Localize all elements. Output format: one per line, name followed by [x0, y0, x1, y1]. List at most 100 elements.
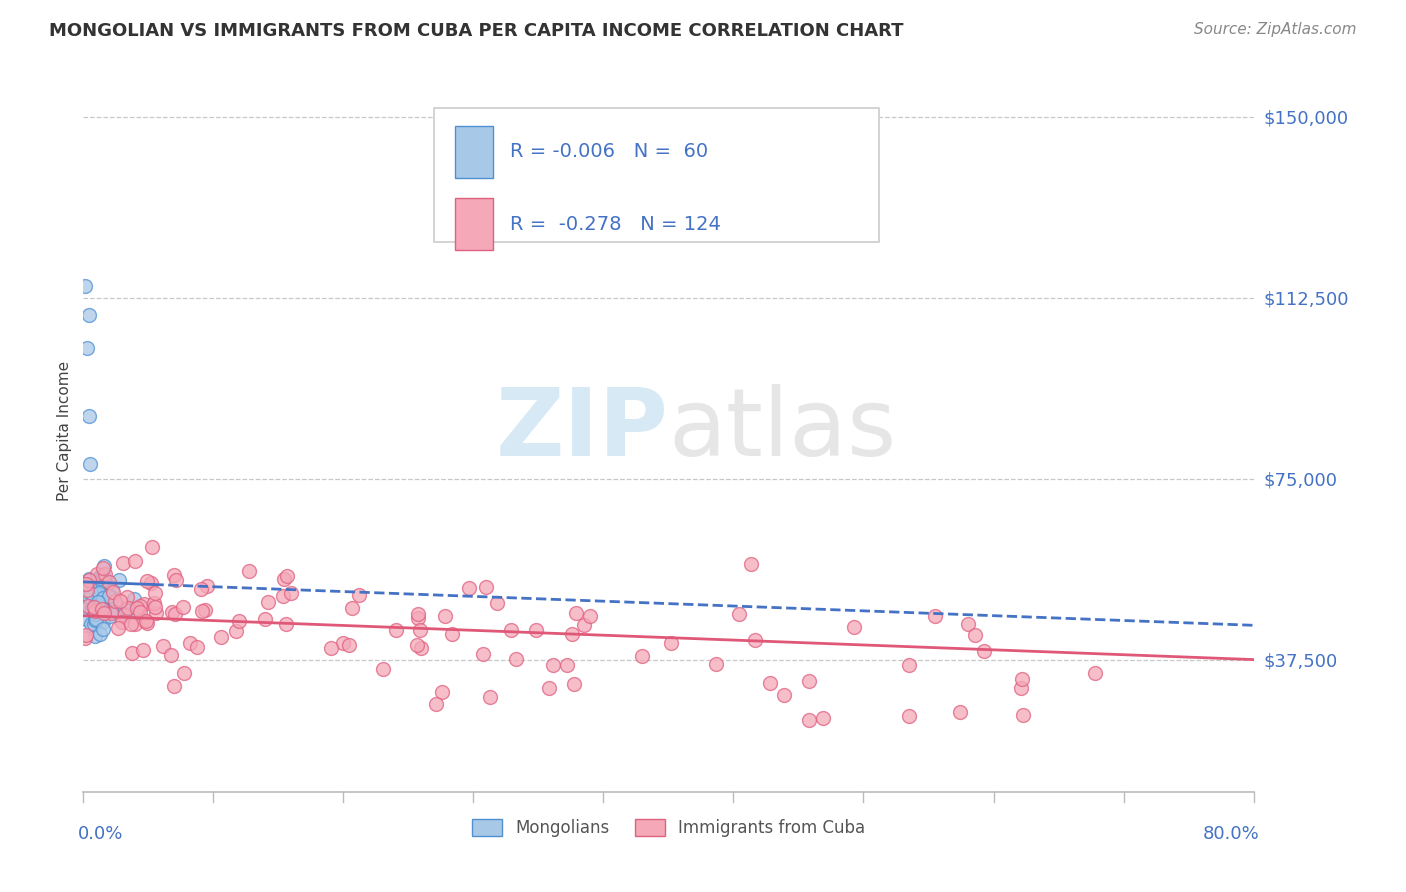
Point [773, 688, 796, 702]
Text: atlas: atlas [668, 384, 897, 476]
Point [973, 644, 995, 658]
Point [129, 599, 152, 614]
Point [101, 585, 124, 599]
Point [101, 591, 124, 605]
Point [77, 602, 100, 616]
Point [349, 588, 371, 602]
Text: 80.0%: 80.0% [1202, 825, 1260, 843]
Point [104, 594, 127, 608]
Point [704, 657, 727, 671]
Point [1010, 681, 1032, 696]
Point [579, 608, 602, 623]
Point [163, 679, 186, 693]
Point [371, 662, 394, 676]
Point [1084, 665, 1107, 680]
Point [82, 604, 104, 618]
Point [799, 673, 821, 688]
Point [91, 591, 114, 605]
Point [135, 614, 157, 628]
Point [740, 558, 762, 572]
Point [96, 588, 118, 602]
Text: R = -0.006   N =  60: R = -0.006 N = 60 [510, 142, 709, 161]
Point [93, 559, 115, 574]
Point [87, 599, 110, 613]
Point [86, 595, 108, 609]
Point [90, 599, 112, 613]
Point [77, 589, 100, 603]
Point [79, 603, 101, 617]
Point [82, 600, 104, 615]
Point [957, 617, 980, 632]
Point [131, 613, 153, 627]
Point [659, 636, 682, 650]
Point [91, 568, 114, 582]
Point [107, 621, 129, 635]
Point [100, 606, 122, 620]
Legend: Mongolians, Immigrants from Cuba: Mongolians, Immigrants from Cuba [465, 812, 872, 844]
Point [131, 643, 153, 657]
Point [75, 278, 97, 293]
Point [98, 589, 121, 603]
Point [486, 596, 509, 610]
Point [1011, 672, 1033, 686]
Text: MONGOLIAN VS IMMIGRANTS FROM CUBA PER CAPITA INCOME CORRELATION CHART: MONGOLIAN VS IMMIGRANTS FROM CUBA PER CA… [49, 22, 904, 40]
Point [191, 604, 214, 618]
Point [271, 589, 294, 603]
Point [105, 605, 128, 619]
Point [76, 599, 98, 613]
Point [84, 600, 107, 615]
Point [744, 632, 766, 647]
Y-axis label: Per Capita Income: Per Capita Income [58, 360, 72, 500]
Point [472, 647, 495, 661]
Point [141, 540, 163, 554]
Point [209, 630, 232, 644]
Point [842, 620, 865, 634]
Point [75, 602, 97, 616]
Point [253, 612, 276, 626]
Point [79, 572, 101, 586]
Point [83, 607, 105, 622]
Point [121, 646, 143, 660]
Point [87, 586, 110, 600]
Point [561, 627, 583, 641]
Point [458, 581, 481, 595]
Point [80, 586, 103, 600]
Point [173, 599, 195, 614]
Point [111, 615, 134, 630]
Point [117, 600, 139, 615]
Point [97, 574, 120, 589]
Point [159, 648, 181, 662]
Point [332, 635, 354, 649]
Point [406, 638, 429, 652]
Point [93, 591, 115, 606]
FancyBboxPatch shape [434, 108, 879, 243]
Point [190, 582, 212, 596]
Point [165, 607, 187, 621]
Point [319, 640, 342, 655]
Point [256, 594, 278, 608]
Point [949, 706, 972, 720]
Point [83, 582, 105, 596]
Point [194, 603, 217, 617]
Point [440, 627, 463, 641]
Point [127, 601, 149, 615]
Text: ZIP: ZIP [495, 384, 668, 476]
Point [225, 624, 247, 639]
Point [122, 605, 145, 619]
Point [337, 638, 360, 652]
Point [143, 585, 166, 599]
Point [90, 598, 112, 612]
Point [572, 618, 595, 632]
Point [76, 582, 98, 597]
Point [160, 605, 183, 619]
Point [797, 713, 820, 727]
Point [141, 575, 163, 590]
Point [129, 606, 152, 620]
Point [82, 602, 104, 616]
Point [114, 607, 136, 621]
Point [759, 676, 782, 690]
Point [91, 622, 114, 636]
Point [162, 567, 184, 582]
Point [75, 577, 97, 591]
Point [538, 681, 561, 695]
